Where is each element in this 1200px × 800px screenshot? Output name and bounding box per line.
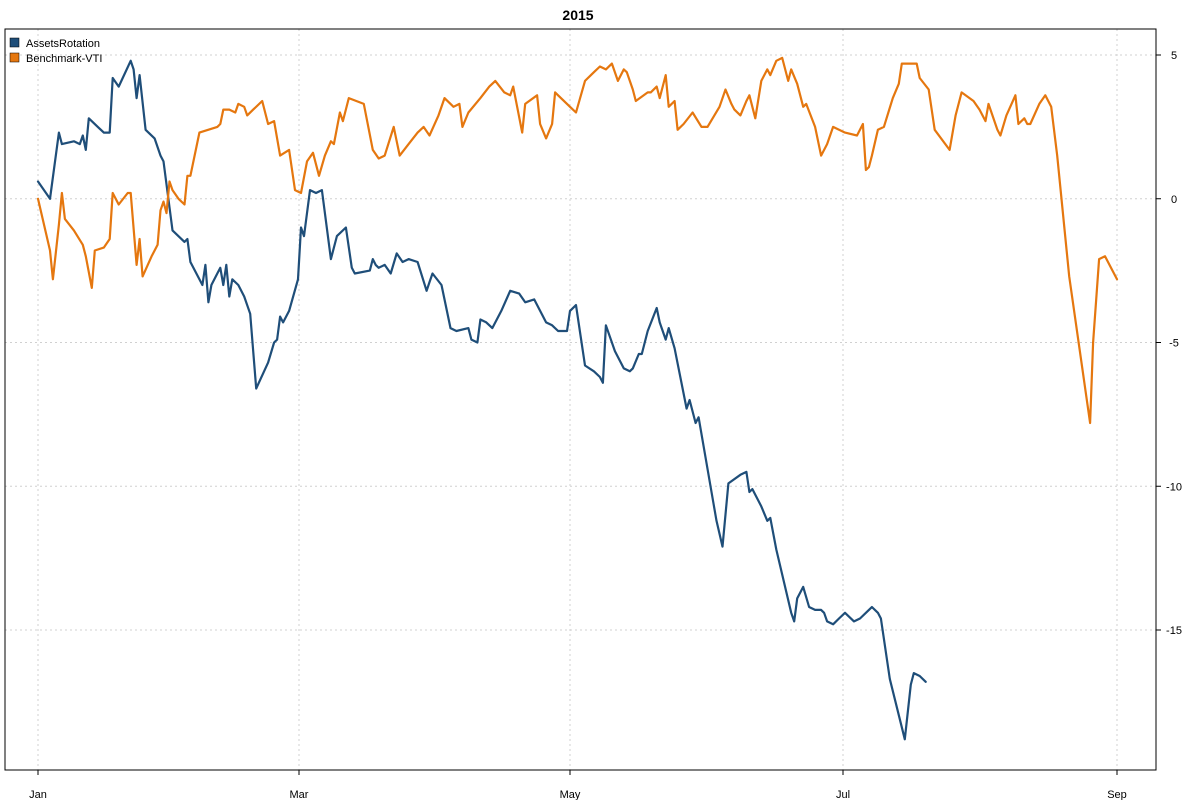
x-tick-label: Mar (290, 789, 309, 800)
legend-label-benchmark-vti: Benchmark-VTI (26, 53, 102, 65)
legend-label-assetsrotation: AssetsRotation (26, 38, 100, 50)
y-tick-label: 5 (1171, 50, 1177, 62)
plot-frame (4, 28, 1157, 771)
x-axis: Jan Mar May Jul Sep (29, 770, 1127, 800)
grid-lines (5, 29, 1156, 770)
y-tick-label: -15 (1166, 625, 1182, 637)
series-line-assetsrotation (36, 59, 927, 741)
y-tick-label: -10 (1166, 481, 1182, 493)
x-tick-label: Jul (836, 789, 850, 800)
y-tick-label: 0 (1171, 194, 1177, 206)
y-axis: 5 0 -5 -10 -15 (1156, 50, 1182, 637)
chart-title: 2015 (562, 7, 593, 23)
legend-swatch-benchmark-vti (9, 52, 20, 63)
x-tick-label: Jan (29, 789, 47, 800)
legend: AssetsRotation Benchmark-VTI (9, 37, 102, 65)
series-line-benchmark-vti (36, 56, 1119, 425)
x-tick-label: Sep (1107, 789, 1127, 800)
y-tick-label: -5 (1169, 338, 1179, 350)
series-layer (36, 56, 1119, 741)
legend-swatch-assetsrotation (9, 37, 20, 48)
x-tick-label: May (560, 789, 581, 800)
